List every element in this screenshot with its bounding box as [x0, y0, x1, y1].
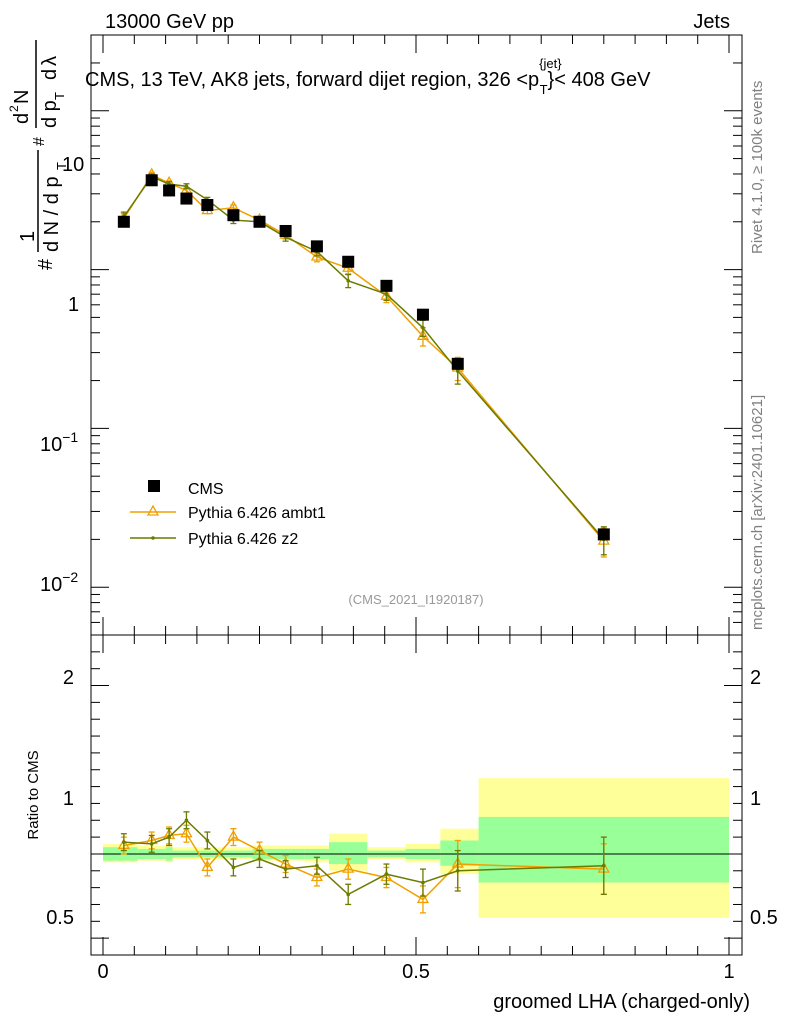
- main-series: [117, 167, 610, 558]
- ratio-ytick-label-05-left: 0.5: [46, 907, 74, 929]
- rivet-version-label: Rivet 4.1.0, ≥ 100k events: [749, 81, 766, 254]
- legend-label-ambt1: Pythia 6.426 ambt1: [188, 505, 326, 522]
- z2-ratio-point: [315, 863, 319, 868]
- ambt1-ratio-point: [227, 829, 240, 841]
- mcplots-label: mcplots.cern.ch [arXiv:2401.10621]: [749, 395, 766, 630]
- ytick-label-1: 1: [68, 294, 79, 316]
- ylabel-sub-t2: T: [52, 92, 67, 100]
- ytick-exp-0-1: −1: [62, 429, 78, 445]
- ylabel-dlambda-d: d: [39, 69, 61, 80]
- ylabel-hash2: #: [31, 137, 48, 146]
- legend: CMS Pythia 6.426 ambt1 Pythia 6.426 z2: [130, 480, 326, 548]
- z2-ratio-point: [602, 863, 606, 868]
- title-main: CMS, 13 TeV, AK8 jets, forward dijet reg…: [85, 69, 539, 91]
- cms-data-point: [163, 184, 176, 197]
- z2-point: [346, 278, 351, 283]
- title-end: }< 408 GeV: [548, 69, 652, 91]
- y-axis-label: # 1 d N / d p T # d 2 N d p T d λ: [7, 40, 69, 270]
- cms-data-point: [117, 215, 130, 228]
- legend-label-z2: Pythia 6.426 z2: [188, 531, 298, 548]
- z2-point: [455, 369, 460, 373]
- ratio-ytick-label-1-left: 1: [63, 788, 74, 810]
- ylabel-hash1: #: [35, 258, 57, 270]
- cms-data-point: [597, 528, 610, 541]
- ytick-label-10: 10: [62, 154, 84, 176]
- ambt1-ratio-point: [310, 870, 324, 882]
- legend-marker-ambt1: [146, 504, 160, 516]
- energy-label: 13000 GeV pp: [105, 11, 234, 33]
- ratio-ylabel: Ratio to CMS: [25, 750, 42, 839]
- z2-ratio-point: [257, 857, 262, 861]
- ylabel-dpt: d p: [39, 100, 61, 128]
- ylabel-lambda: λ: [39, 56, 61, 66]
- z2-ratio-point: [231, 865, 236, 870]
- xtick-label-0-5: 0.5: [402, 961, 430, 983]
- rivet-version-text: Rivet 4.1.0, ≥ 100k events: [749, 81, 766, 254]
- legend-label-cms: CMS: [188, 481, 224, 498]
- cms-data-point: [201, 199, 214, 212]
- z2-ratio-point: [346, 892, 351, 897]
- xtick-label-0: 0: [97, 961, 108, 983]
- z2-ratio-line: [123, 819, 604, 896]
- ratio-ytick-label-2-right: 2: [750, 667, 761, 689]
- ratio-band-inner: [329, 842, 368, 865]
- cms-data-point: [227, 209, 240, 222]
- z2-ratio-point: [283, 867, 288, 871]
- ambt1-ratio-point: [201, 860, 214, 872]
- z2-ratio-point: [167, 835, 171, 839]
- ylabel-n: N: [11, 90, 33, 104]
- ylabel-denominator: d N / d p: [41, 176, 63, 252]
- ambt1-ratio-point: [180, 826, 193, 838]
- cms-data-point: [310, 240, 323, 253]
- cms-data-point: [253, 215, 266, 228]
- mcplots-text: mcplots.cern.ch [arXiv:2401.10621]: [749, 395, 766, 630]
- cms-data-point: [416, 308, 429, 321]
- legend-marker-cms: [148, 480, 160, 492]
- ratio-bands: [103, 778, 729, 918]
- z2-ratio-point: [149, 842, 154, 846]
- cms-data-point: [279, 224, 292, 237]
- ylabel-d: d: [11, 113, 33, 124]
- cms-data-point: [451, 357, 464, 370]
- cms-data-point: [342, 255, 355, 268]
- ylabel-sub-t1: T: [54, 162, 69, 170]
- ambt1-ratio-point: [416, 892, 430, 904]
- ytick-label-0-01: 10−2: [40, 569, 78, 596]
- z2-ratio-point: [122, 840, 126, 844]
- cms-data-point: [180, 192, 193, 205]
- ratio-ytick-label-05-right: 0.5: [750, 907, 778, 929]
- cms-data-point: [380, 279, 393, 292]
- z2-point: [384, 292, 389, 296]
- z2-ratio-point: [421, 880, 425, 885]
- z2-ratio-point: [205, 838, 210, 843]
- xtick-label-1: 1: [723, 961, 734, 983]
- z2-ratio-point: [455, 868, 460, 873]
- plot-title: CMS, 13 TeV, AK8 jets, forward dijet reg…: [85, 56, 651, 97]
- ylabel-one: 1: [17, 231, 39, 242]
- cms-data-point: [145, 174, 158, 187]
- ratio-series: [117, 811, 610, 914]
- ratio-ytick-label-1-right: 1: [750, 788, 761, 810]
- ambt1-ratio-point: [342, 861, 355, 873]
- z2-ratio-point: [384, 872, 389, 876]
- x-axis-label: groomed LHA (charged-only): [493, 991, 750, 1013]
- z2-ratio-point: [184, 818, 189, 823]
- ylabel-two: 2: [7, 105, 21, 112]
- analysis-id: (CMS_2021_I1920187): [348, 592, 483, 607]
- ratio-ylabel-text: Ratio to CMS: [25, 750, 42, 839]
- legend-marker-z2: [151, 536, 155, 540]
- ytick-label-0-1: 10−1: [40, 429, 78, 456]
- process-label: Jets: [693, 11, 730, 33]
- ytick-base-0-01: 10: [40, 574, 62, 596]
- z2-point: [421, 325, 425, 330]
- ytick-exp-0-01: −2: [62, 569, 78, 585]
- ambt1-point: [416, 328, 430, 340]
- z2-point: [184, 184, 189, 188]
- main-axes: [91, 34, 742, 636]
- title-sub: T: [540, 82, 548, 97]
- title-sup: {jet}: [539, 56, 562, 71]
- ytick-base-0-1: 10: [40, 434, 62, 456]
- ratio-ytick-label-2-left: 2: [63, 667, 74, 689]
